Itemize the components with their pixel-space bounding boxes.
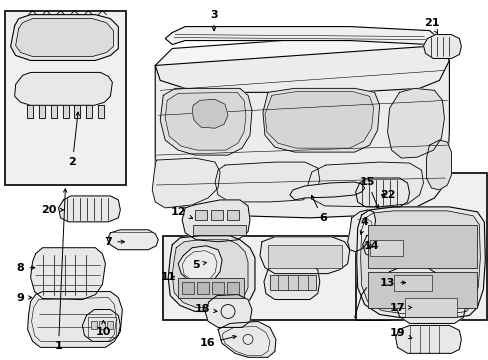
Polygon shape [155,45,448,218]
Bar [163,236,389,320]
Bar [193,225,245,235]
Polygon shape [172,240,247,307]
Text: 19: 19 [389,328,411,339]
Text: 3: 3 [210,10,218,31]
Polygon shape [204,294,251,328]
Polygon shape [423,35,461,58]
Bar [211,210,223,220]
Polygon shape [11,15,118,60]
Text: 22: 22 [379,190,394,200]
Polygon shape [27,292,122,347]
Text: 18: 18 [194,305,217,315]
Polygon shape [263,88,379,152]
Polygon shape [362,232,407,260]
Polygon shape [355,178,408,207]
Polygon shape [165,27,439,45]
Text: 14: 14 [363,241,379,251]
Polygon shape [62,105,68,118]
Polygon shape [385,268,437,294]
Bar [393,275,431,291]
Bar [269,275,315,289]
Bar [195,210,207,220]
Bar [367,272,476,307]
Polygon shape [16,19,113,57]
Polygon shape [86,105,92,118]
Polygon shape [31,248,105,300]
Polygon shape [289,182,364,200]
Polygon shape [347,210,375,252]
Bar [226,210,239,220]
Polygon shape [152,158,220,208]
Polygon shape [387,88,444,158]
Bar [355,173,487,320]
Polygon shape [264,91,373,148]
Polygon shape [39,105,44,118]
Text: 13: 13 [379,278,405,288]
Polygon shape [59,196,120,222]
Polygon shape [215,162,319,202]
Text: 8: 8 [17,263,35,273]
Text: 6: 6 [311,195,326,223]
Text: 15: 15 [359,177,378,208]
Text: 7: 7 [104,237,124,247]
Text: 10: 10 [96,320,111,337]
Text: 1: 1 [55,189,67,351]
Bar [5,11,126,185]
Bar [182,282,194,293]
Polygon shape [395,325,461,353]
Text: 4: 4 [360,217,368,234]
Bar [99,321,105,329]
Bar [267,245,341,268]
Polygon shape [264,265,319,300]
Polygon shape [426,140,450,190]
Polygon shape [260,237,349,274]
Polygon shape [50,105,57,118]
Polygon shape [178,246,222,284]
Text: 9: 9 [17,293,32,302]
Polygon shape [182,200,249,242]
Text: 16: 16 [199,336,236,348]
Bar [197,282,209,293]
Bar [178,278,244,298]
Bar [88,318,116,337]
Bar [404,298,456,318]
Polygon shape [15,72,112,105]
Polygon shape [307,162,423,207]
Text: 2: 2 [68,112,79,167]
Polygon shape [107,230,158,250]
Polygon shape [360,211,479,314]
Bar [212,282,224,293]
Polygon shape [26,105,33,118]
Text: 5: 5 [192,260,206,270]
Polygon shape [98,105,104,118]
Bar [226,282,239,293]
Polygon shape [395,288,465,323]
Polygon shape [82,310,120,341]
Polygon shape [356,207,484,318]
Bar [91,321,97,329]
Polygon shape [74,105,81,118]
Polygon shape [155,39,448,92]
Text: 12: 12 [170,207,192,219]
Polygon shape [160,88,251,155]
Text: 20: 20 [41,205,63,215]
Polygon shape [165,92,245,150]
Bar [369,240,402,256]
Polygon shape [168,236,254,311]
Bar [107,321,113,329]
Bar [367,225,476,268]
Text: 11: 11 [160,272,176,282]
Polygon shape [218,321,275,357]
Text: 17: 17 [389,302,411,312]
Polygon shape [192,99,227,128]
Text: 21: 21 [423,18,438,33]
